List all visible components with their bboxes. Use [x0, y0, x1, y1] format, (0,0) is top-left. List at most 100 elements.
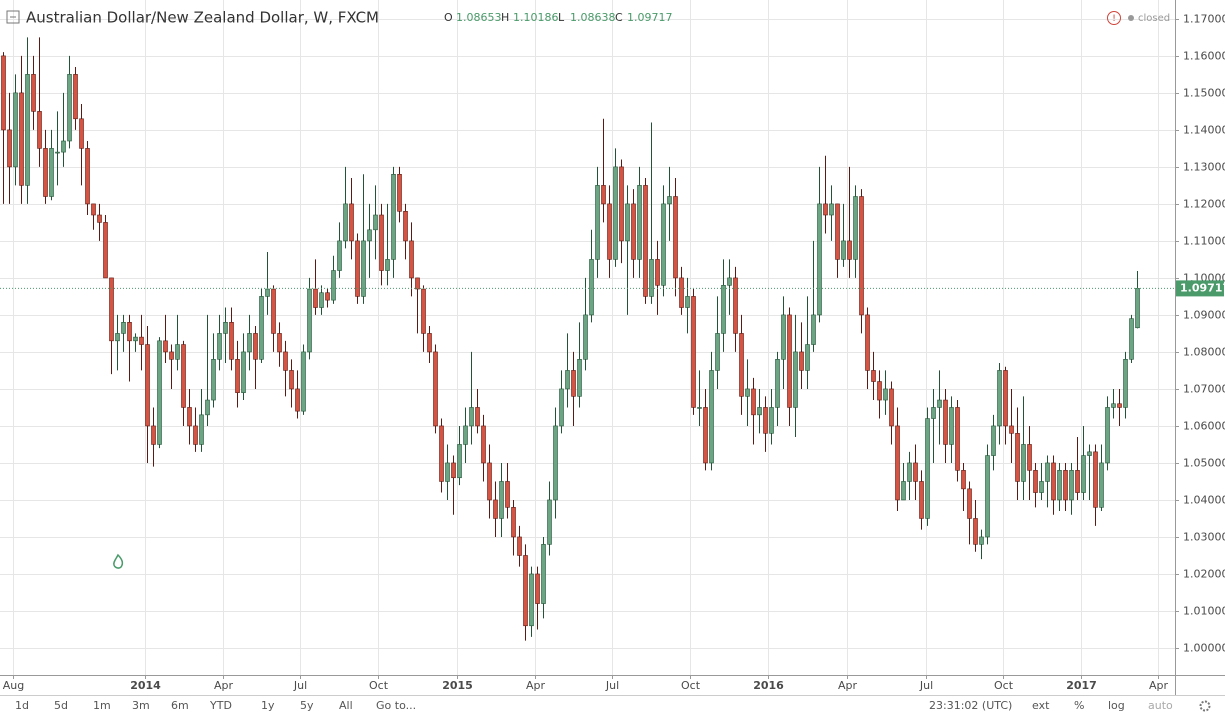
- candle-body: [937, 399, 942, 408]
- range-button[interactable]: 3m: [132, 699, 150, 712]
- settings-button[interactable]: [1199, 700, 1211, 712]
- ohlc-value: 1.08638: [570, 11, 616, 24]
- range-button[interactable]: 6m: [171, 699, 189, 712]
- axis-option[interactable]: log: [1108, 699, 1125, 712]
- x-tick-label: Oct: [994, 679, 1014, 692]
- axis-option[interactable]: %: [1074, 699, 1084, 712]
- candle-body: [55, 151, 60, 154]
- candle-body: [919, 481, 924, 519]
- candle-body: [997, 370, 1002, 427]
- candle-body: [361, 240, 366, 297]
- candle-body: [565, 370, 570, 390]
- candle-body: [859, 196, 864, 316]
- candle-body: [421, 288, 426, 334]
- candle-body: [277, 333, 282, 353]
- candle-body: [511, 507, 516, 538]
- candle-body: [319, 292, 324, 308]
- candle-body: [877, 381, 882, 401]
- y-tick-label: 1.14000: [1183, 124, 1225, 137]
- candle-body: [529, 573, 534, 627]
- candle-body: [1009, 425, 1014, 434]
- candle-body: [865, 314, 870, 371]
- candle-body: [577, 359, 582, 397]
- axis-option[interactable]: auto: [1148, 699, 1173, 712]
- candle-body: [301, 351, 306, 412]
- range-button[interactable]: All: [339, 699, 353, 712]
- candle-body: [265, 288, 270, 297]
- candle-body: [841, 240, 846, 260]
- y-tick-label: 1.17000: [1183, 13, 1225, 26]
- candle-body: [679, 277, 684, 308]
- candle-body: [781, 314, 786, 360]
- candle-body: [769, 407, 774, 434]
- candle-body: [805, 344, 810, 371]
- candle-body: [763, 407, 768, 434]
- range-button[interactable]: 1d: [15, 699, 29, 712]
- goto-button[interactable]: Go to...: [376, 699, 416, 712]
- candle-body: [907, 462, 912, 482]
- candle-body: [493, 499, 498, 519]
- candle-body: [217, 333, 222, 360]
- range-button[interactable]: 1m: [93, 699, 111, 712]
- last-price-tag: [1176, 280, 1224, 297]
- y-tick-label: 1.15000: [1183, 87, 1225, 100]
- x-tick-label: 2015: [442, 679, 473, 692]
- candle-body: [259, 296, 264, 360]
- candle-body: [991, 425, 996, 456]
- candle-body: [685, 296, 690, 308]
- candle-body: [817, 203, 822, 316]
- candle-body: [67, 74, 72, 142]
- candle-body: [553, 425, 558, 501]
- candle-body: [169, 351, 174, 360]
- ohlc-value: 1.09717: [627, 11, 673, 24]
- candle-body: [133, 336, 138, 342]
- range-button[interactable]: YTD: [209, 699, 232, 712]
- candle-body: [403, 211, 408, 242]
- candle-body: [853, 196, 858, 260]
- candle-body: [43, 148, 48, 197]
- candle-body: [979, 536, 984, 545]
- candle-body: [1087, 451, 1092, 456]
- candle-body: [535, 573, 540, 604]
- candle-body: [829, 203, 834, 216]
- candle-body: [337, 240, 342, 271]
- candle-body: [637, 185, 642, 260]
- candle-body: [733, 277, 738, 334]
- candles: [1, 37, 1140, 641]
- candle-body: [349, 203, 354, 242]
- candle-body: [571, 370, 576, 397]
- candle-body: [955, 407, 960, 471]
- last-price-label: 1.09717: [1180, 281, 1225, 294]
- y-tick-label: 1.09000: [1183, 309, 1225, 322]
- candle-body: [619, 166, 624, 242]
- candle-body: [121, 322, 126, 334]
- candle-body: [313, 288, 318, 308]
- status-dot: [1128, 15, 1134, 21]
- candle-body: [445, 462, 450, 482]
- candle-body: [331, 270, 336, 301]
- candle-body: [31, 74, 36, 112]
- candle-body: [205, 399, 210, 416]
- range-button[interactable]: 1y: [261, 699, 275, 712]
- axis-option[interactable]: ext: [1032, 699, 1050, 712]
- candle-body: [925, 418, 930, 519]
- candle-body: [613, 166, 618, 260]
- candle-body: [463, 425, 468, 445]
- range-button[interactable]: 5d: [54, 699, 68, 712]
- candle-body: [343, 203, 348, 242]
- candle-body: [1069, 470, 1074, 501]
- candle-body: [943, 399, 948, 445]
- candle-body: [709, 370, 714, 464]
- symbol-title: Australian Dollar/New Zealand Dollar, W,…: [26, 9, 379, 27]
- range-button[interactable]: 5y: [300, 699, 314, 712]
- candle-body: [19, 92, 24, 186]
- candle-body: [397, 174, 402, 212]
- x-tick-label: Oct: [681, 679, 701, 692]
- candle-body: [25, 74, 30, 186]
- candle-body: [139, 336, 144, 345]
- candle-body: [415, 277, 420, 290]
- candle-body: [589, 259, 594, 316]
- candle-body: [49, 148, 54, 197]
- collapse-icon[interactable]: [6, 10, 20, 24]
- candle-body: [97, 214, 102, 223]
